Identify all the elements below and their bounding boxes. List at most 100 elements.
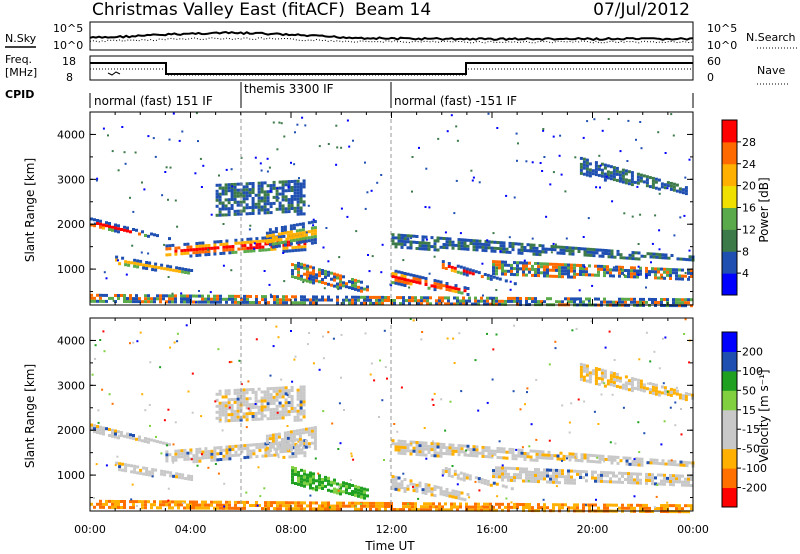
- velocity-cell: [679, 463, 683, 467]
- power-cell: [561, 266, 564, 270]
- power-cell: [255, 295, 258, 298]
- velocity-cell: [213, 506, 216, 510]
- power-cell: [136, 265, 140, 269]
- velocity-cell: [195, 448, 199, 451]
- power-cell: [681, 191, 685, 195]
- power-cell: [678, 268, 681, 272]
- velocity-cell: [227, 407, 231, 411]
- velocity-cell: [597, 382, 601, 386]
- velocity-cell: [272, 398, 276, 402]
- velocity-cell: [375, 501, 378, 505]
- velocity-cell: [216, 503, 219, 507]
- power-speckle: [411, 190, 413, 193]
- velocity-cell: [397, 439, 401, 443]
- velocity-speckle: [458, 332, 461, 335]
- velocity-speckle: [666, 501, 669, 504]
- power-cell: [274, 236, 278, 240]
- power-cell: [265, 234, 269, 238]
- power-speckle: [102, 127, 105, 130]
- power-cell: [93, 296, 96, 300]
- power-cell: [136, 262, 140, 266]
- power-cell: [148, 264, 152, 268]
- velocity-cell: [657, 507, 660, 510]
- power-cell: [114, 223, 117, 227]
- velocity-cell: [387, 502, 390, 505]
- time-tick-6: 00:00: [677, 523, 709, 536]
- velocity-cell: [522, 506, 525, 509]
- velocity-cell: [480, 478, 484, 482]
- power-cell: [304, 236, 308, 240]
- power-cell: [619, 253, 623, 257]
- velocity-cell: [261, 507, 264, 511]
- velocity-cell: [363, 501, 366, 505]
- velocity-cell: [318, 474, 321, 478]
- velocity-cell: [348, 483, 351, 487]
- velocity-cell: [403, 449, 407, 453]
- velocity-cell: [294, 454, 298, 458]
- velocity-speckle: [440, 398, 443, 401]
- power-cell: [278, 180, 282, 184]
- power-cell: [682, 257, 686, 261]
- velocity-cell: [495, 475, 498, 479]
- velocity-cell: [541, 456, 545, 460]
- power-cell: [142, 266, 146, 270]
- power-cell: [663, 267, 666, 271]
- velocity-cell: [400, 439, 404, 443]
- velocity-cell: [289, 445, 293, 449]
- velocity-speckle: [257, 466, 260, 469]
- power-cell: [687, 301, 690, 305]
- velocity-cell: [448, 491, 452, 495]
- power-cell: [618, 274, 621, 278]
- power-cell: [156, 294, 159, 298]
- power-speckle: [167, 276, 170, 278]
- power-cell: [456, 302, 459, 306]
- velocity-colorbar-tick-0: -200: [742, 482, 767, 495]
- power-cell: [465, 299, 468, 303]
- power-cell: [366, 288, 369, 292]
- power-cell: [450, 302, 453, 306]
- power-cell: [627, 179, 631, 183]
- power-cell: [568, 249, 572, 253]
- power-speckle: [338, 256, 341, 259]
- velocity-cell: [234, 506, 237, 510]
- power-cell: [561, 300, 564, 304]
- velocity-cell: [360, 492, 363, 496]
- power-speckle: [559, 134, 562, 137]
- power-cell: [612, 172, 616, 176]
- power-cell: [487, 240, 491, 244]
- velocity-speckle: [663, 420, 666, 423]
- velocity-cell: [552, 471, 555, 475]
- power-cell: [297, 301, 300, 305]
- power-cell: [231, 300, 234, 304]
- velocity-cell: [438, 502, 441, 506]
- power-cell: [285, 301, 288, 305]
- power-speckle: [542, 128, 545, 130]
- velocity-cell: [255, 443, 259, 447]
- power-cell: [310, 235, 314, 239]
- velocity-cell: [144, 506, 147, 510]
- power-cell: [339, 274, 342, 278]
- velocity-cell: [141, 506, 144, 510]
- power-cell: [391, 236, 395, 240]
- power-cell: [564, 269, 567, 273]
- power-speckle: [200, 186, 203, 188]
- power-cell: [448, 237, 452, 241]
- velocity-cell: [260, 414, 264, 418]
- velocity-speckle: [575, 456, 578, 458]
- velocity-cell: [543, 503, 546, 507]
- velocity-cell: [654, 482, 657, 486]
- velocity-cell: [550, 454, 554, 457]
- power-cell: [123, 228, 126, 232]
- velocity-cell: [394, 475, 398, 479]
- power-cell: [619, 256, 623, 260]
- beam-label: Beam 14: [355, 0, 431, 20]
- power-cell: [351, 281, 354, 284]
- power-speckle: [167, 198, 169, 201]
- power-cell: [233, 212, 237, 216]
- velocity-cell: [273, 507, 276, 511]
- velocity-cell: [354, 501, 357, 505]
- power-cell: [303, 245, 307, 249]
- power-cell: [198, 300, 201, 304]
- power-speckle: [131, 244, 134, 247]
- power-cell: [558, 275, 561, 279]
